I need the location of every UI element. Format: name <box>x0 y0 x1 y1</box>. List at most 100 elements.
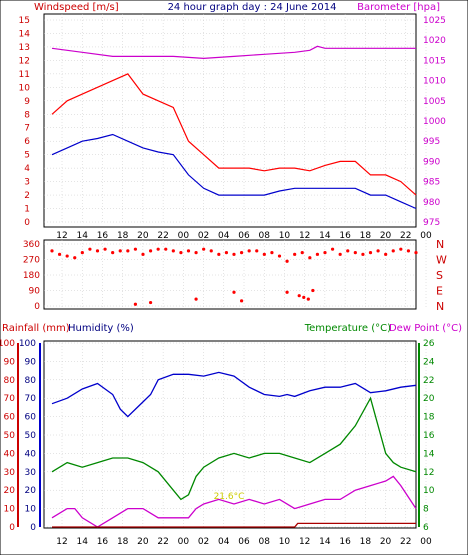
direction-point <box>156 247 160 251</box>
time-tick-label: 22 <box>157 537 168 547</box>
direction-point <box>164 247 168 251</box>
direction-point <box>88 247 92 251</box>
humidity-tick-label: 70 <box>25 394 37 404</box>
direction-point <box>391 249 395 253</box>
direction-point <box>311 288 315 293</box>
direction-point <box>217 252 221 256</box>
direction-point <box>148 249 153 253</box>
barometer-tick-label: 1005 <box>423 97 446 107</box>
rainfall-axis-label: Rainfall (mm) <box>2 323 70 334</box>
temperature-tick-label: 14 <box>423 449 435 459</box>
windspeed-tick-label: 13 <box>19 43 30 53</box>
temperature-tick-label: 22 <box>423 376 434 386</box>
temperature-tick-label: 6 <box>423 523 429 533</box>
direction-point <box>141 252 145 256</box>
compass-label: N <box>436 300 444 313</box>
direction-point <box>65 254 69 258</box>
time-tick-label: 12 <box>56 231 67 241</box>
time-tick-label: 22 <box>400 231 411 241</box>
time-tick-label: 14 <box>76 537 88 547</box>
temperature-tick-label: 8 <box>423 505 429 515</box>
humidity-tick-label: 100 <box>19 339 36 349</box>
time-tick-label: 18 <box>360 231 372 241</box>
temp-panel-series <box>51 371 417 528</box>
temperature-axis-label: Temperature (°C) <box>304 323 391 334</box>
barometer-tick-label: 990 <box>423 157 440 167</box>
windspeed-tick-label: 14 <box>19 29 31 39</box>
time-tick-label: 12 <box>299 231 310 241</box>
temp-panel-axes: 0102030405060708090100010203040506070809… <box>0 339 435 533</box>
direction-point <box>239 251 244 255</box>
wind-panel-frame <box>43 13 417 228</box>
humidity-tick-label: 90 <box>25 357 37 367</box>
direction-point <box>103 247 107 251</box>
time-tick-label: 16 <box>97 537 109 547</box>
direction-point <box>255 249 259 253</box>
rainfall-tick-label: 70 <box>4 394 16 404</box>
temp-panel-time-labels: 12 14 16 18 20 22 00 02 04 06 08 10 12 14 16 18 20 22 00 <box>56 537 432 547</box>
time-tick-label: 14 <box>319 537 331 547</box>
direction-point <box>323 251 327 255</box>
compass-label: N <box>436 238 444 251</box>
barometer-tick-label: 1025 <box>423 16 446 26</box>
humidity-tick-label: 60 <box>25 413 37 423</box>
temperature-tick-label: 10 <box>423 486 435 496</box>
direction-point <box>353 251 357 255</box>
barometer-tick-label: 975 <box>423 218 440 228</box>
direction-point <box>406 249 411 253</box>
direction-point <box>186 249 191 253</box>
time-tick-label: 08 <box>258 537 270 547</box>
direction-point <box>285 259 289 263</box>
direction-point <box>308 256 312 260</box>
barometer-axis-label: Barometer [hpa] <box>357 2 440 13</box>
time-tick-label: 20 <box>380 537 392 547</box>
barometer-tick-label: 985 <box>423 178 440 188</box>
direction-tick-labels: 360 270 180 90 0 <box>23 240 40 312</box>
direction-point <box>95 249 100 253</box>
compass-label: W <box>436 254 447 267</box>
time-tick-label: 00 <box>178 231 190 241</box>
direction-point <box>346 249 350 253</box>
direction-point <box>133 247 138 251</box>
direction-points <box>50 247 418 306</box>
direction-point <box>262 252 266 256</box>
direction-point <box>376 249 380 253</box>
direction-point <box>315 252 320 256</box>
direction-point <box>302 295 306 299</box>
direction-point <box>232 290 236 294</box>
direction-tick-label: 0 <box>34 302 40 312</box>
barometer-tick-label: 995 <box>423 137 440 147</box>
time-tick-label: 20 <box>137 231 149 241</box>
rainfall-tick-label: 80 <box>4 376 16 386</box>
time-tick-label: 04 <box>218 231 230 241</box>
direction-point <box>232 252 236 256</box>
windspeed-axis-label: Windspeed [m/s] <box>34 2 119 13</box>
dewpoint-series-line <box>51 475 417 528</box>
direction-point <box>399 247 403 251</box>
temperature-series-line <box>51 396 417 501</box>
barometer-tick-label: 1000 <box>423 117 446 127</box>
windspeed-tick-label: 10 <box>19 83 31 93</box>
time-tick-label: 14 <box>76 231 88 241</box>
humidity-tick-label: 80 <box>25 376 37 386</box>
barometer-series-line <box>51 45 416 60</box>
direction-point <box>171 249 175 253</box>
time-tick-label: 18 <box>360 537 372 547</box>
direction-point <box>126 249 130 253</box>
barometer-tick-label: 1020 <box>423 36 446 46</box>
time-tick-label: 08 <box>258 231 270 241</box>
time-tick-label: 14 <box>319 231 331 241</box>
time-tick-label: 16 <box>339 537 351 547</box>
rainfall-tick-label: 100 <box>0 339 15 349</box>
windspeed-tick-label: 12 <box>19 56 30 66</box>
humidity-tick-label: 10 <box>25 505 37 515</box>
wind-series-line <box>51 133 417 210</box>
direction-panel-grid <box>44 240 427 309</box>
barometer-tick-label: 980 <box>423 198 440 208</box>
gust-series-line <box>51 73 417 196</box>
rainfall-tick-label: 60 <box>4 413 16 423</box>
windspeed-tick-label: 11 <box>19 70 30 80</box>
max-temperature-annotation: 21.6°C <box>214 492 245 502</box>
humidity-axis-label: Humidity (%) <box>68 323 134 334</box>
